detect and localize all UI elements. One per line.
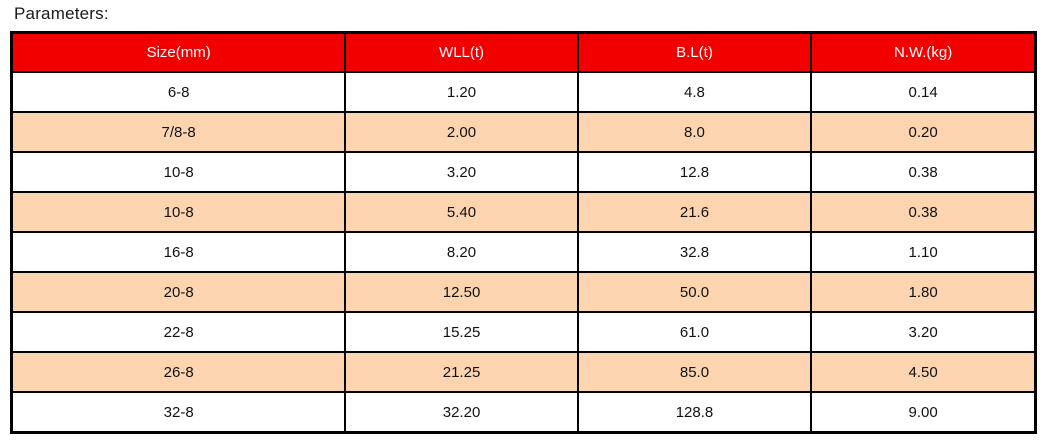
column-header: N.W.(kg) — [810, 31, 1037, 73]
table-cell: 26-8 — [10, 351, 347, 393]
table-cell: 0.20 — [810, 111, 1037, 153]
table-cell: 4.50 — [810, 351, 1037, 393]
table-cell: 50.0 — [576, 271, 813, 313]
table-cell: 6-8 — [10, 71, 347, 113]
table-row: 20-8 12.50 50.0 1.80 — [10, 271, 1037, 313]
table-cell: 12.50 — [344, 271, 579, 313]
table-cell: 9.00 — [810, 391, 1037, 434]
table-cell: 4.8 — [576, 71, 813, 113]
table-cell: 1.20 — [344, 71, 579, 113]
parameters-table: Size(mm) WLL(t) B.L(t) N.W.(kg) 6-8 1.20 4.8 0… — [10, 31, 1037, 434]
table-cell: 61.0 — [576, 311, 813, 353]
table-cell: 16-8 — [10, 231, 347, 273]
table-row: 6-8 1.20 4.8 0.14 — [10, 71, 1037, 113]
table-row: 26-8 21.25 85.0 4.50 — [10, 351, 1037, 393]
table-cell: 85.0 — [576, 351, 813, 393]
header-row: Size(mm) WLL(t) B.L(t) N.W.(kg) — [10, 31, 1037, 73]
table-cell: 12.8 — [576, 151, 813, 193]
table-cell: 2.00 — [344, 111, 579, 153]
table-cell: 20-8 — [10, 271, 347, 313]
table-cell: 0.38 — [810, 151, 1037, 193]
table-cell: 3.20 — [344, 151, 579, 193]
table-row: 22-8 15.25 61.0 3.20 — [10, 311, 1037, 353]
column-header: Size(mm) — [10, 31, 347, 73]
table-cell: 5.40 — [344, 191, 579, 233]
table-cell: 10-8 — [10, 151, 347, 193]
table-cell: 0.14 — [810, 71, 1037, 113]
table-cell: 10-8 — [10, 191, 347, 233]
table-cell: 3.20 — [810, 311, 1037, 353]
table-row: 10-8 5.40 21.6 0.38 — [10, 191, 1037, 233]
table-row: 32-8 32.20 128.8 9.00 — [10, 391, 1037, 434]
table-cell: 21.25 — [344, 351, 579, 393]
table-cell: 32.20 — [344, 391, 579, 434]
table-row: 10-8 3.20 12.8 0.38 — [10, 151, 1037, 193]
table-cell: 0.38 — [810, 191, 1037, 233]
table-cell: 8.0 — [576, 111, 813, 153]
table-cell: 128.8 — [576, 391, 813, 434]
table-body: 6-8 1.20 4.8 0.14 7/8-8 2.00 8.0 0.20 10-8 3.20 12… — [10, 71, 1037, 434]
table-cell: 32.8 — [576, 231, 813, 273]
table-cell: 15.25 — [344, 311, 579, 353]
table-row: 7/8-8 2.00 8.0 0.20 — [10, 111, 1037, 153]
table-cell: 21.6 — [576, 191, 813, 233]
table-cell: 1.80 — [810, 271, 1037, 313]
table-cell: 32-8 — [10, 391, 347, 434]
table-header-row: Size(mm) WLL(t) B.L(t) N.W.(kg) — [10, 31, 1037, 73]
column-header: B.L(t) — [576, 31, 813, 73]
table-row: 16-8 8.20 32.8 1.10 — [10, 231, 1037, 273]
table-cell: 8.20 — [344, 231, 579, 273]
page-title: Parameters: — [14, 4, 109, 23]
table-cell: 22-8 — [10, 311, 347, 353]
table-cell: 7/8-8 — [10, 111, 347, 153]
column-header: WLL(t) — [344, 31, 579, 73]
table-cell: 1.10 — [810, 231, 1037, 273]
